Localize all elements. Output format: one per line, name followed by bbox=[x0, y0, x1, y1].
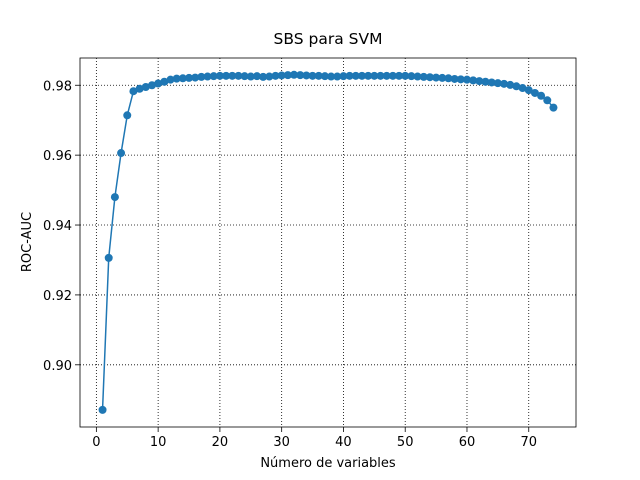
marker bbox=[432, 73, 441, 82]
marker bbox=[425, 73, 434, 82]
x-tick-label: 10 bbox=[150, 435, 167, 450]
x-tick-label: 30 bbox=[273, 435, 290, 450]
marker bbox=[487, 78, 496, 87]
marker bbox=[283, 71, 292, 80]
marker bbox=[308, 71, 317, 80]
marker bbox=[524, 86, 533, 95]
marker bbox=[209, 72, 218, 81]
marker bbox=[549, 103, 558, 112]
marker bbox=[147, 81, 156, 90]
y-tick-label: 0.94 bbox=[43, 219, 72, 234]
marker bbox=[166, 75, 175, 84]
marker bbox=[493, 79, 502, 88]
y-tick-label: 0.96 bbox=[43, 149, 72, 164]
marker bbox=[154, 79, 163, 88]
marker bbox=[518, 84, 527, 93]
marker bbox=[203, 72, 212, 81]
marker bbox=[252, 72, 261, 81]
marker bbox=[481, 77, 490, 86]
marker bbox=[382, 71, 391, 80]
marker bbox=[314, 71, 323, 80]
series-line bbox=[101, 74, 555, 410]
marker bbox=[345, 71, 354, 80]
marker bbox=[376, 71, 385, 80]
marker bbox=[339, 72, 348, 81]
marker bbox=[265, 72, 274, 81]
marker bbox=[191, 73, 200, 82]
marker bbox=[320, 72, 329, 81]
marker bbox=[98, 405, 107, 414]
x-tick-label: 40 bbox=[335, 435, 352, 450]
x-tick-label: 50 bbox=[397, 435, 414, 450]
marker bbox=[110, 193, 119, 202]
marker bbox=[456, 75, 465, 84]
marker bbox=[500, 79, 509, 88]
marker bbox=[185, 73, 194, 82]
marker bbox=[438, 73, 447, 82]
marker bbox=[271, 71, 280, 80]
marker bbox=[302, 71, 311, 80]
marker bbox=[259, 72, 268, 81]
x-tick-label: 70 bbox=[520, 435, 537, 450]
x-tick-label: 20 bbox=[212, 435, 229, 450]
marker bbox=[129, 87, 138, 96]
x-tick-label: 60 bbox=[459, 435, 476, 450]
marker bbox=[407, 72, 416, 81]
marker bbox=[104, 253, 113, 262]
marker bbox=[506, 80, 515, 89]
marker bbox=[141, 83, 150, 92]
marker bbox=[388, 71, 397, 80]
marker bbox=[401, 71, 410, 80]
marker bbox=[351, 71, 360, 80]
y-tick-label: 0.98 bbox=[43, 79, 72, 94]
marker bbox=[135, 84, 144, 93]
marker bbox=[228, 71, 237, 80]
chart-title: SBS para SVM bbox=[274, 30, 383, 48]
marker bbox=[117, 149, 126, 158]
marker bbox=[462, 75, 471, 84]
marker bbox=[222, 71, 231, 80]
marker bbox=[543, 96, 552, 105]
marker bbox=[419, 72, 428, 81]
marker bbox=[290, 70, 299, 79]
marker bbox=[296, 71, 305, 80]
marker bbox=[444, 74, 453, 83]
marker bbox=[333, 72, 342, 81]
y-tick-label: 0.92 bbox=[43, 289, 72, 304]
marker bbox=[475, 77, 484, 86]
marker bbox=[395, 71, 404, 80]
y-axis-label: ROC-AUC bbox=[20, 212, 35, 272]
marker bbox=[530, 88, 539, 97]
x-axis-label: Número de variables bbox=[260, 456, 396, 471]
marker bbox=[246, 72, 255, 81]
marker bbox=[413, 72, 422, 81]
marker bbox=[512, 82, 521, 91]
marker bbox=[234, 71, 243, 80]
marker bbox=[450, 74, 459, 83]
marker bbox=[370, 71, 379, 80]
marker bbox=[172, 74, 181, 83]
marker bbox=[197, 72, 206, 81]
marker bbox=[364, 71, 373, 80]
x-tick-label: 0 bbox=[92, 435, 100, 450]
marker bbox=[160, 77, 169, 86]
marker bbox=[240, 72, 249, 81]
plot-frame bbox=[79, 57, 577, 428]
marker bbox=[277, 71, 286, 80]
marker bbox=[357, 71, 366, 80]
marker bbox=[327, 72, 336, 81]
marker bbox=[469, 76, 478, 85]
marker bbox=[215, 71, 224, 80]
marker bbox=[123, 111, 132, 120]
y-tick-label: 0.90 bbox=[43, 359, 72, 374]
marker bbox=[537, 91, 546, 100]
marker bbox=[178, 74, 187, 83]
